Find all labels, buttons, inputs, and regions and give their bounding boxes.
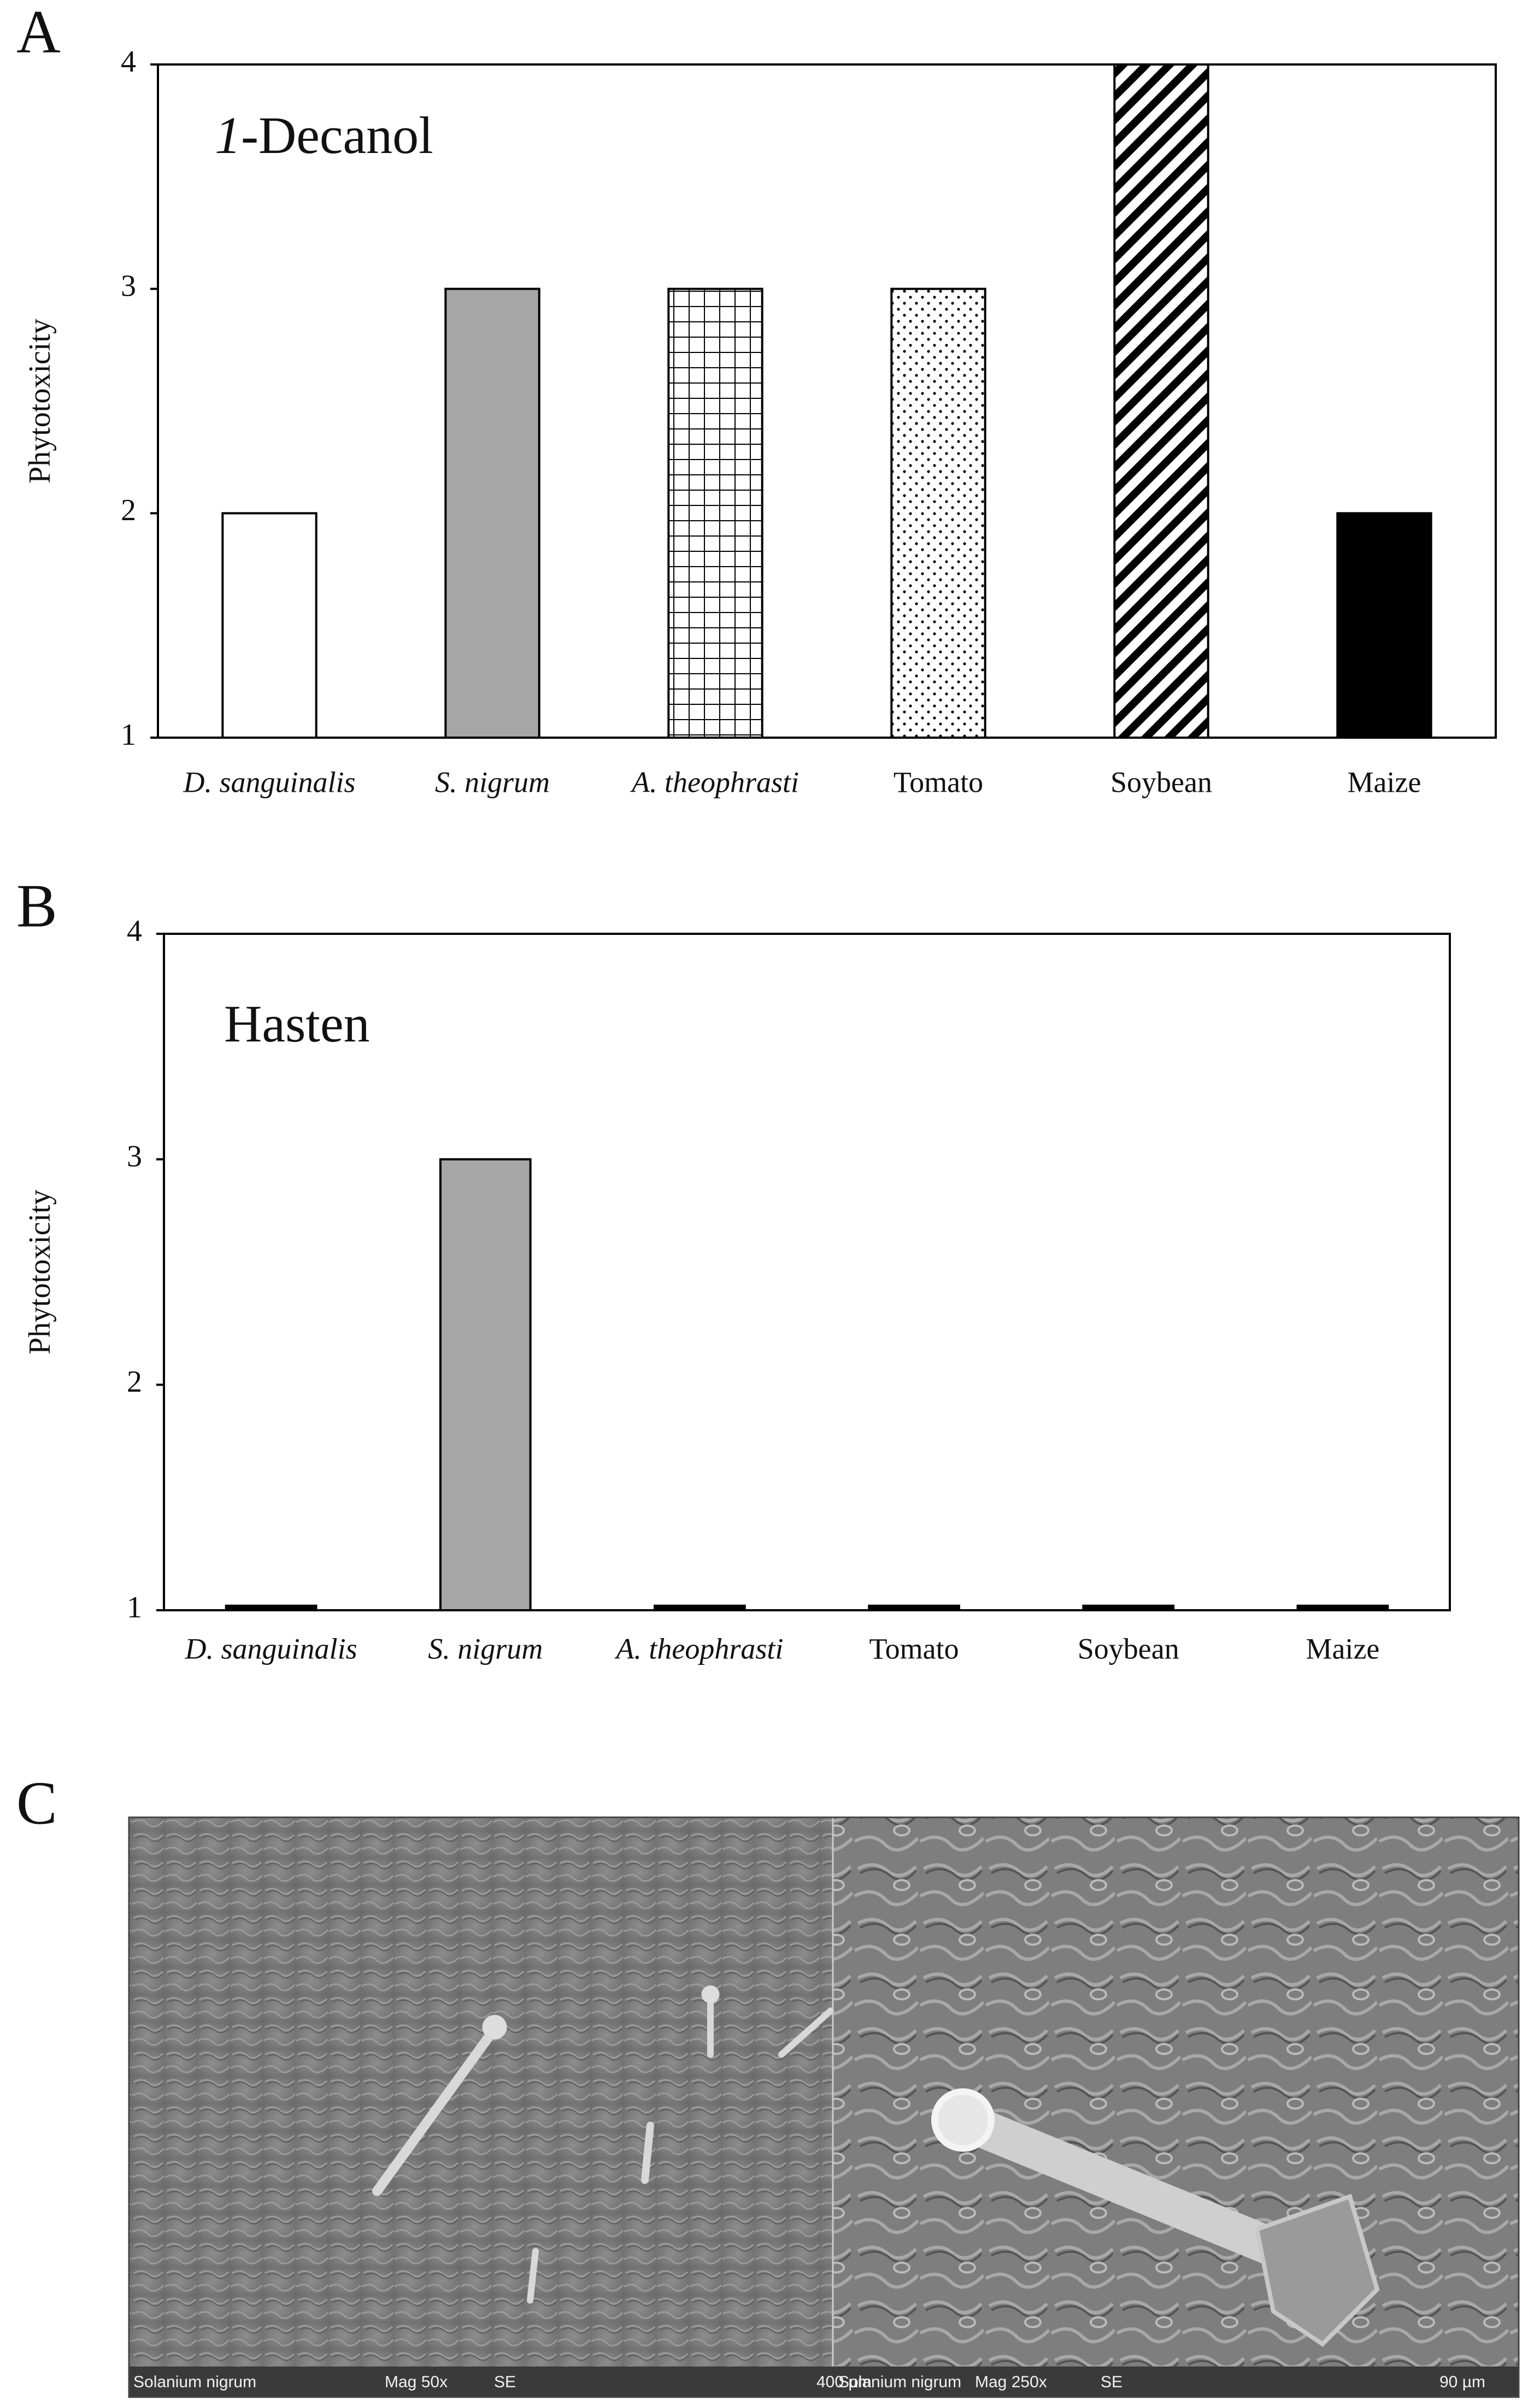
y-tick-label: 2	[121, 493, 136, 527]
x-tick-label: Maize	[1348, 766, 1421, 798]
bar	[890, 287, 986, 739]
y-tick-label: 3	[127, 1140, 142, 1174]
panel-label: C	[16, 1770, 57, 1838]
y-tick-label: 1	[121, 718, 136, 752]
x-tick-label: D. sanguinalis	[185, 1632, 357, 1665]
bar	[221, 512, 318, 739]
bar	[225, 1604, 318, 1611]
sem-left	[129, 1817, 833, 2397]
y-tick-label: 4	[121, 45, 136, 79]
caption-text: Solanium nigrum	[133, 2373, 256, 2391]
caption-text: 400 µm	[816, 2373, 872, 2391]
bar	[667, 287, 763, 739]
y-tick-label: 3	[121, 269, 136, 303]
x-tick-label: Soybean	[1110, 766, 1212, 798]
panel-label: A	[16, 0, 61, 66]
bar	[654, 1604, 746, 1611]
bar	[439, 1158, 532, 1612]
image-frame	[128, 1816, 1520, 2398]
caption-bar	[129, 2366, 1519, 2397]
caption-text: SE	[1101, 2373, 1122, 2391]
x-tick-label: S. nigrum	[428, 1632, 543, 1665]
x-tick-label: Soybean	[1078, 1632, 1179, 1665]
y-tick-label: 2	[127, 1365, 142, 1399]
x-tick-label: D. sanguinalis	[183, 766, 355, 798]
y-axis-label: Phytotoxicity	[23, 319, 57, 484]
chart-title: 1-Decanol	[215, 106, 433, 164]
x-tick-label: A. theophrasti	[614, 1632, 783, 1665]
bar	[1336, 512, 1432, 739]
bar	[1082, 1604, 1175, 1611]
trichomes	[372, 1985, 1380, 2347]
caption-text: 90 µm	[1439, 2373, 1485, 2391]
plot-frame	[157, 63, 1497, 739]
x-tick-label: Tomato	[869, 1632, 959, 1665]
y-tick-label: 1	[127, 1591, 142, 1624]
x-tick-label: A. theophrasti	[630, 766, 799, 798]
bar	[1113, 63, 1209, 739]
caption-text: Mag 250x	[975, 2373, 1047, 2391]
caption-text: SE	[494, 2373, 516, 2391]
bar	[1296, 1604, 1389, 1611]
y-axis-label: Phytotoxicity	[23, 1190, 57, 1355]
y-tick-label: 4	[127, 914, 142, 948]
panel-label: B	[16, 873, 57, 940]
x-tick-label: S. nigrum	[435, 766, 550, 798]
caption-text: Mag 50x	[385, 2373, 448, 2391]
x-tick-label: Tomato	[894, 766, 983, 798]
sem-image	[128, 1816, 1520, 2398]
x-tick-label: Maize	[1306, 1632, 1379, 1665]
caption-text: Solanium nigrum	[838, 2373, 961, 2391]
bar	[444, 287, 540, 739]
plot-frame	[163, 933, 1451, 1611]
chart-title: Hasten	[224, 994, 370, 1053]
bar	[868, 1604, 960, 1611]
